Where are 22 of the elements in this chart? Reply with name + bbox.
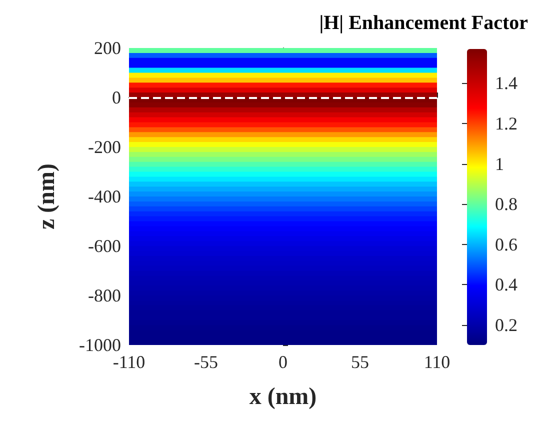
x-tick-label: 110 — [424, 352, 450, 372]
y-tick-label: -200 — [88, 137, 121, 157]
x-tick-label: -55 — [194, 352, 218, 372]
y-tick-label: -600 — [88, 236, 121, 256]
y-tick-label: 200 — [94, 38, 121, 58]
color-bar-label: 0.6 — [495, 234, 518, 254]
x-tick-label: -110 — [112, 352, 146, 372]
color-bar-label: 0.4 — [495, 274, 518, 295]
color-bar-label: 1.2 — [495, 114, 518, 134]
chart-title: |H| Enhancement Factor — [319, 12, 528, 34]
y-tick-label: 0 — [112, 88, 121, 108]
y-tick-label: -800 — [88, 286, 121, 306]
color-bar-label: 0.8 — [495, 194, 518, 214]
y-tick-label: -1000 — [79, 335, 121, 355]
x-tick-label: 0 — [278, 352, 288, 372]
x-tick-label: 55 — [351, 352, 369, 372]
x-axis-title: x (nm) — [249, 384, 317, 410]
y-axis-title: z (nm) — [34, 164, 60, 230]
color-bar-label: 0.2 — [495, 314, 518, 335]
y-tick-label: -400 — [88, 186, 121, 206]
color-bar-label: 1 — [495, 154, 504, 174]
color-bar-label: 1.4 — [495, 73, 518, 94]
